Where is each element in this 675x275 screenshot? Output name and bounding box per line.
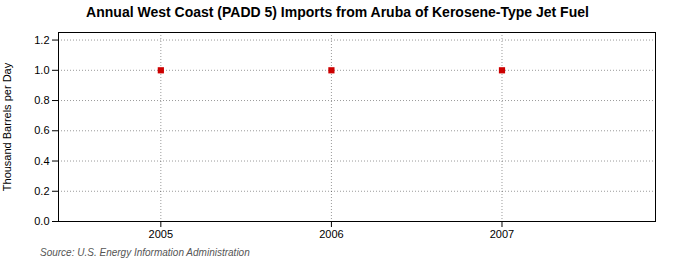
html-text:Source: U.S. Energy Informatio: Source: U.S. Energy Information Administ… xyxy=(40,247,250,258)
svg-text:2007: 2007 xyxy=(490,228,514,240)
svg-text:0.6: 0.6 xyxy=(34,124,49,136)
svg-text:0.4: 0.4 xyxy=(34,155,49,167)
svg-text:1.2: 1.2 xyxy=(34,34,49,46)
svg-text:0.0: 0.0 xyxy=(34,215,49,227)
svg-text:Thousand Barrels per Day: Thousand Barrels per Day xyxy=(1,62,13,191)
svg-text:0.2: 0.2 xyxy=(34,185,49,197)
svg-text:2005: 2005 xyxy=(149,228,173,240)
html-text:Annual West Coast (PADD 5) Imp: Annual West Coast (PADD 5) Imports from … xyxy=(86,4,589,20)
svg-text:2006: 2006 xyxy=(319,228,343,240)
svg-text:1.0: 1.0 xyxy=(34,64,49,76)
svg-text:0.8: 0.8 xyxy=(34,94,49,106)
